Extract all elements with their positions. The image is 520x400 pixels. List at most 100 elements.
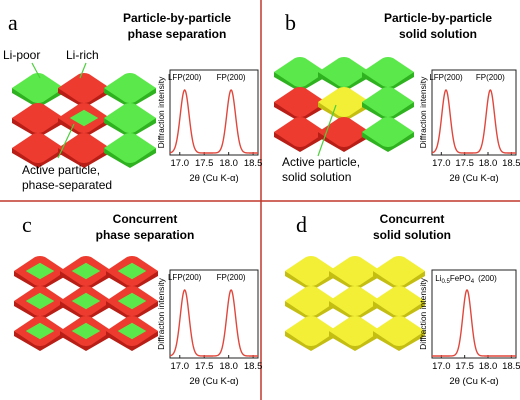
panel-b-particle-r2c3 — [362, 87, 414, 122]
particle-side — [329, 331, 381, 351]
x-axis-label: 2θ (Cu K-α) — [449, 376, 498, 387]
x-tick-label: 17.0 — [432, 361, 451, 372]
peak-label-fp: FP(200) — [217, 273, 246, 282]
panel-b: b Particle-by-particle solid solution Ac… — [274, 10, 520, 184]
label-active-b-2: solid solution — [282, 170, 351, 184]
panel-c-chart: 17.0 17.5 18.0 18.5 Diffraction intensity 2θ … — [156, 269, 262, 387]
diffraction-curve — [431, 89, 516, 154]
particle-top — [329, 256, 381, 286]
panel-c-particle-r3c3 — [106, 316, 158, 351]
particle-core-green — [71, 322, 101, 340]
panel-b-chart: 17.0 17.5 18.0 18.5 Diffraction intensity 2θ … — [418, 69, 520, 184]
particle-side — [60, 331, 112, 351]
panel-d: d Concurrent solid solution 17.0 17.5 18.0… — [285, 212, 520, 387]
panel-a-particles — [12, 73, 156, 168]
particle-core-green — [71, 292, 101, 310]
panel-a-particle-r1c2 — [58, 73, 110, 108]
x-axis-label: 2θ (Cu K-α) — [449, 173, 498, 184]
arrow-active-a — [57, 123, 75, 159]
particle-side — [104, 148, 156, 168]
particle-top — [12, 73, 64, 103]
panel-a-letter: a — [8, 10, 18, 35]
plot-frame — [169, 69, 259, 156]
particle-core-green — [25, 322, 55, 340]
peak-label-fp: FP(200) — [476, 73, 505, 82]
panel-d-particles — [285, 256, 425, 351]
panel-c-particle-r2c1 — [14, 286, 66, 321]
x-tick-label: 17.5 — [195, 361, 214, 372]
panel-b-particle-r3c1 — [274, 117, 326, 152]
particle-top — [318, 117, 370, 147]
particle-side — [285, 331, 337, 351]
particle-top — [274, 57, 326, 87]
particle-top — [274, 117, 326, 147]
panel-a-chart: 17.0 17.5 18.0 18.5 Diffraction intensity 2θ … — [156, 69, 262, 184]
particle-top — [318, 57, 370, 87]
arrow-active-b — [317, 104, 337, 157]
particle-top — [285, 316, 337, 346]
panel-b-title-line1: Particle-by-particle — [384, 11, 492, 25]
particle-side — [373, 331, 425, 351]
label-li-poor: Li-poor — [3, 48, 40, 62]
label-active-a-1: Active particle, — [22, 163, 100, 177]
panel-a-particle-r3c3 — [104, 133, 156, 168]
plot-frame — [169, 269, 259, 359]
particle-top — [318, 87, 370, 117]
panel-a-particle-r2c3 — [104, 103, 156, 138]
diffraction-curve — [169, 89, 258, 154]
particle-top — [285, 286, 337, 316]
particle-core-green — [117, 262, 147, 280]
x-tick-label: 18.0 — [479, 361, 498, 372]
particle-side — [58, 148, 110, 168]
particle-side — [12, 148, 64, 168]
particle-core-green — [25, 262, 55, 280]
label-li-rich: Li-rich — [66, 48, 99, 62]
panel-a-particle-r1c3 — [104, 73, 156, 108]
panel-a-title-line1: Particle-by-particle — [123, 11, 231, 25]
panel-d-particle-r3c1 — [285, 316, 337, 351]
x-tick-label: 17.0 — [171, 158, 190, 169]
diffraction-curve — [432, 289, 516, 357]
panel-a-title-line2: phase separation — [128, 27, 227, 41]
x-tick-label: 18.0 — [479, 158, 498, 169]
particle-top — [285, 256, 337, 286]
peak-label-lfp: LFP(200) — [168, 273, 202, 282]
particle-core-green — [69, 109, 99, 127]
particle-side — [274, 132, 326, 152]
panel-a-particle-r1c1 — [12, 73, 64, 108]
particle-side — [106, 331, 158, 351]
particle-core-green — [117, 292, 147, 310]
x-tick-label: 17.5 — [455, 361, 474, 372]
particle-side — [318, 132, 370, 152]
panel-b-particle-r3c2 — [318, 117, 370, 152]
particle-top — [104, 133, 156, 163]
panel-a-particle-r2c2 — [58, 103, 110, 138]
x-tick-label: 18.5 — [502, 361, 520, 372]
panel-b-title-line2: solid solution — [399, 27, 477, 41]
x-tick-label: 17.5 — [455, 158, 474, 169]
panel-c-particle-r2c2 — [60, 286, 112, 321]
panel-d-letter: d — [296, 212, 307, 237]
panel-d-title-line2: solid solution — [373, 228, 451, 242]
x-tick-label: 17.0 — [432, 158, 451, 169]
particle-core-green — [25, 292, 55, 310]
peak-label-lfp: LFP(200) — [168, 73, 202, 82]
peak-label-fp: FP(200) — [217, 73, 246, 82]
particle-top — [58, 133, 110, 163]
x-tick-label: 18.5 — [502, 158, 520, 169]
particle-top — [362, 87, 414, 117]
peak-label-li05fepo4: Li0.5FePO4 (200) — [435, 274, 497, 285]
label-active-a-2: phase-separated — [22, 178, 112, 192]
particle-top — [329, 286, 381, 316]
panel-a-particle-r3c1 — [12, 133, 64, 168]
panel-a-particle-r2c1 — [12, 103, 64, 138]
particle-core-green — [117, 322, 147, 340]
particle-side — [362, 132, 414, 152]
panel-c-title-line1: Concurrent — [113, 212, 178, 226]
panel-b-particle-r1c3 — [362, 57, 414, 92]
y-axis-label: Diffraction intensity — [156, 277, 166, 349]
particle-top — [58, 73, 110, 103]
panel-d-title-line1: Concurrent — [380, 212, 445, 226]
arrow-li-poor — [31, 62, 41, 79]
